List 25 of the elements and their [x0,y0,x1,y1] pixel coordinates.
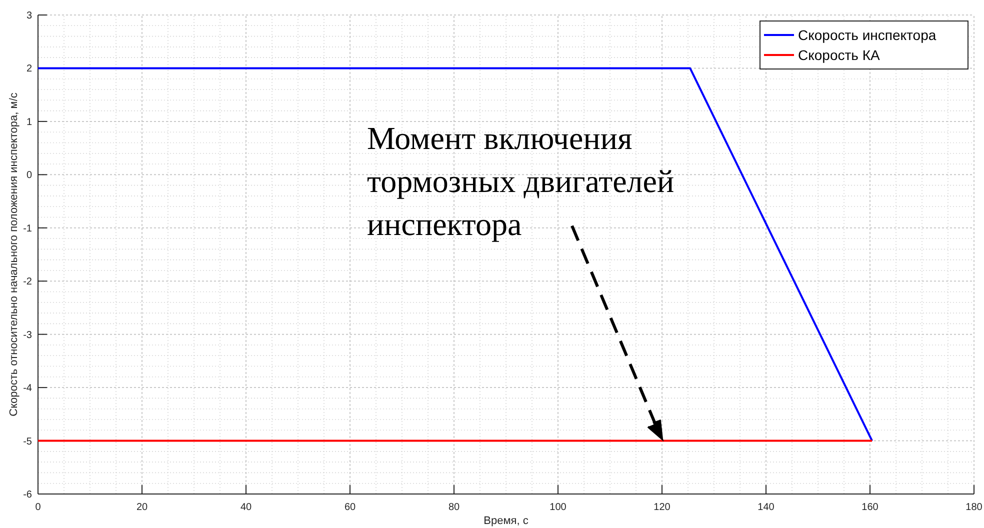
x-tick-label: 180 [966,502,983,513]
y-tick-label: -6 [23,490,32,500]
x-tick-label: 60 [344,502,356,513]
x-tick-label: 160 [862,502,879,513]
x-tick-label: 120 [654,502,671,513]
y-tick-label: -3 [23,330,32,341]
annotation: Момент включения тормозных двигателей инспектора [367,120,674,242]
y-tick-label: 3 [26,10,32,22]
y-tick-label: -1 [23,223,32,234]
y-tick-label: -5 [23,436,32,448]
x-tick-label: 20 [136,502,148,513]
x-axis-title: Время, с [484,515,529,527]
y-axis-title: Скорость относительно начального положения инспектора, м/с [8,92,20,416]
y-tick-label: 0 [26,170,32,182]
x-tick-label: 80 [448,502,460,513]
x-tick-label: 40 [240,502,252,513]
legend-label: Скорость КА [798,47,880,63]
x-tick-label: 140 [758,502,775,513]
y-tick-label: -2 [23,276,32,288]
y-tick-label: -4 [23,383,32,394]
legend-label: Скорость инспектора [798,27,936,43]
y-tick-label: 2 [26,64,32,75]
x-tick-label: 100 [550,502,567,513]
x-tick-label: 0 [35,502,42,513]
y-tick-label: 1 [26,116,32,128]
